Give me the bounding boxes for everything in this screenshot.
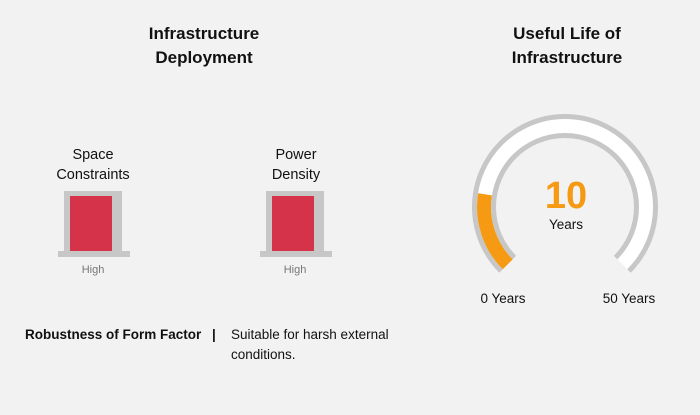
useful-life-title: Useful Life of Infrastructure [511,24,623,67]
space-constraints-level: High [81,264,105,276]
indicator-base [58,251,130,257]
power-density-indicator [260,191,332,261]
robustness-label: Robustness of Form Factor [25,327,202,342]
gauge-unit: Years [548,217,584,232]
robustness-value: Suitable for harsh external conditions. [231,327,389,362]
useful-life-gauge [472,114,658,273]
deployment-title: Infrastructure Deployment [148,24,260,67]
space-constraints-label: Space Constraints [56,147,130,183]
gauge-value: 10 [544,175,588,217]
gauge-fill [477,193,513,270]
robustness-separator: | [212,327,216,342]
power-density-label: Power Density [271,147,321,183]
indicator-fill [70,196,112,251]
indicator-fill [272,196,314,251]
gauge-min-label: 0 Years [480,291,526,306]
gauge-max-label: 50 Years [602,291,656,306]
indicator-base [260,251,332,257]
power-density-level: High [283,264,307,276]
space-constraints-indicator [58,191,130,261]
